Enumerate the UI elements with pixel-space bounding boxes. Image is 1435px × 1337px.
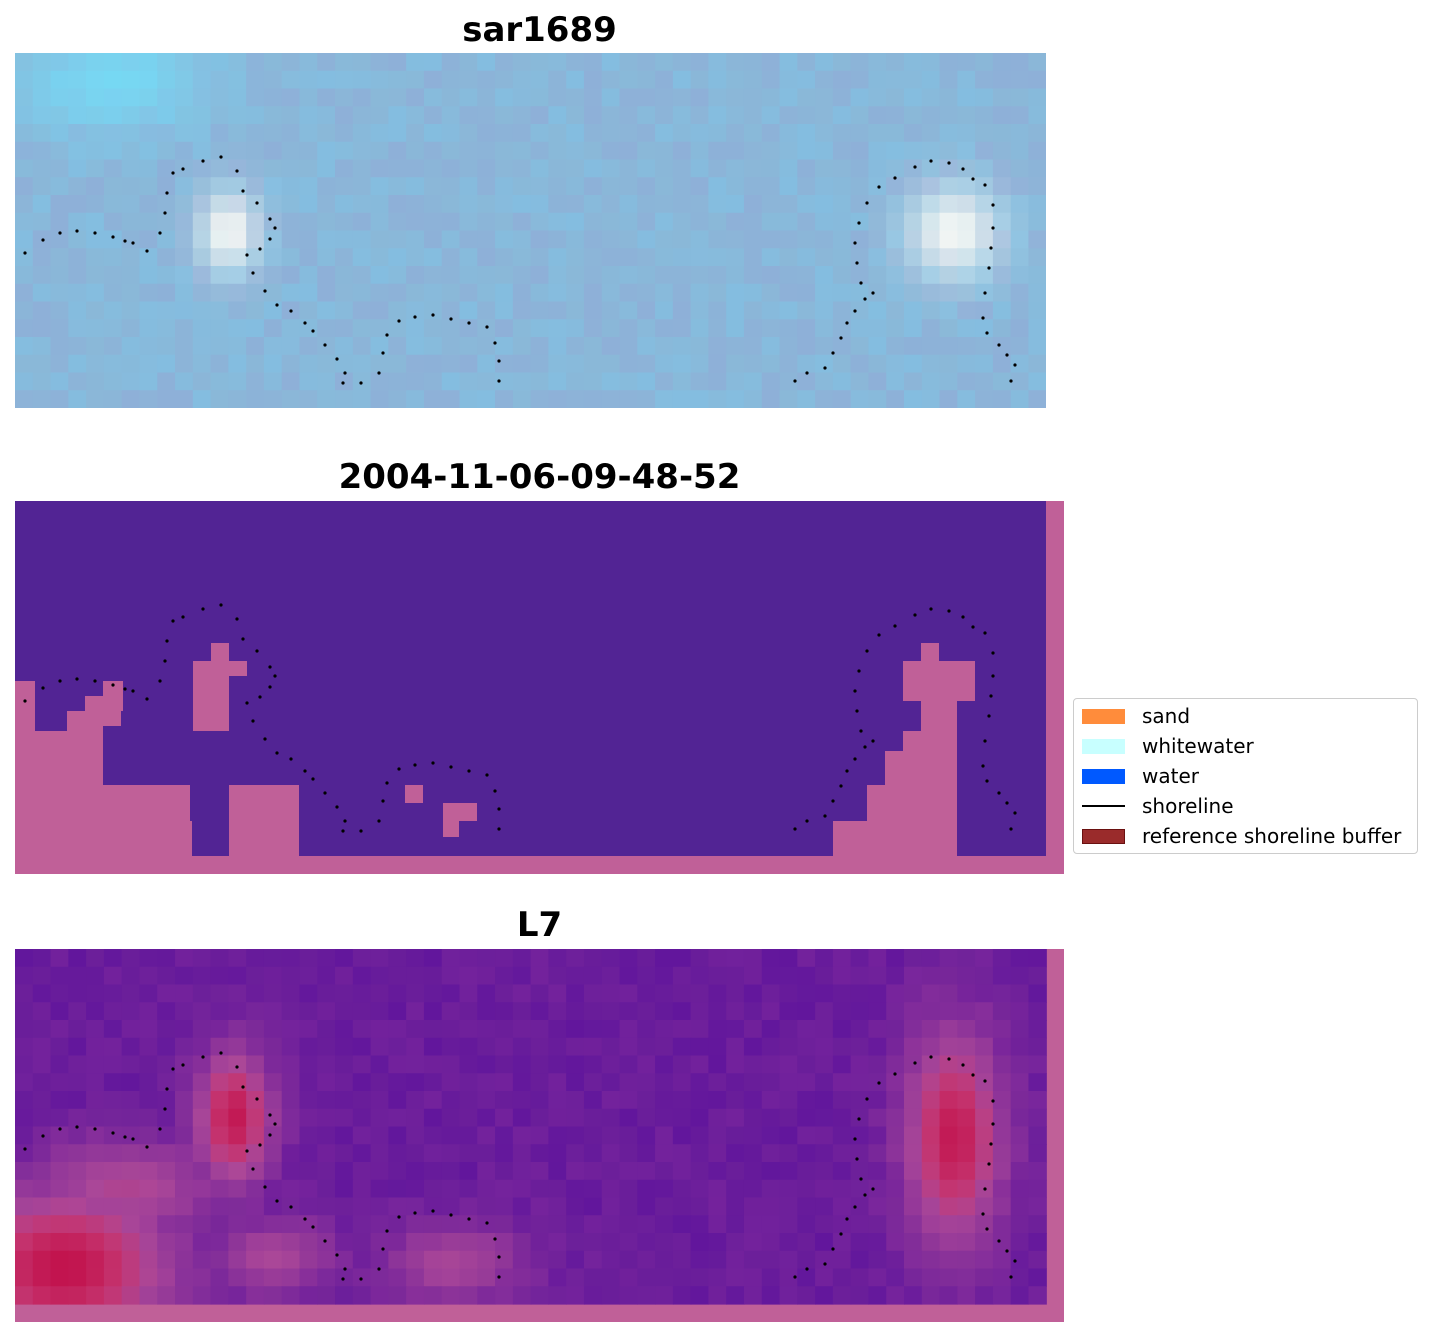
legend-label-water: water [1142,764,1199,788]
panel-title-classified: 2004-11-06-09-48-52 [338,457,741,497]
legend-item-shoreline: shoreline [1082,793,1234,819]
panel-title-rgb: sar1689 [462,10,617,50]
legend-label-buffer: reference shoreline buffer [1142,824,1402,848]
classified-image-panel [15,501,1064,874]
rgb-image-panel [15,53,1046,408]
legend-label-sand: sand [1142,704,1191,728]
legend-label-shoreline: shoreline [1142,794,1234,818]
shoreline-dots [23,155,1017,385]
sand-swatch [1082,708,1125,724]
buffer-swatch [1082,828,1125,844]
water-swatch [1082,768,1125,784]
legend-item-water: water [1082,763,1199,789]
shoreline-dots [23,1051,1017,1281]
index-image-panel [15,949,1064,1322]
legend: sand whitewater water shoreline referenc… [1073,698,1418,854]
legend-item-whitewater: whitewater [1082,733,1254,759]
panel-title-index: L7 [516,905,563,945]
legend-label-whitewater: whitewater [1142,734,1254,758]
shoreline-line-swatch [1082,799,1125,814]
legend-item-buffer: reference shoreline buffer [1082,823,1401,849]
shoreline-dots [23,603,1017,833]
legend-item-sand: sand [1082,703,1190,729]
whitewater-swatch [1082,738,1125,754]
